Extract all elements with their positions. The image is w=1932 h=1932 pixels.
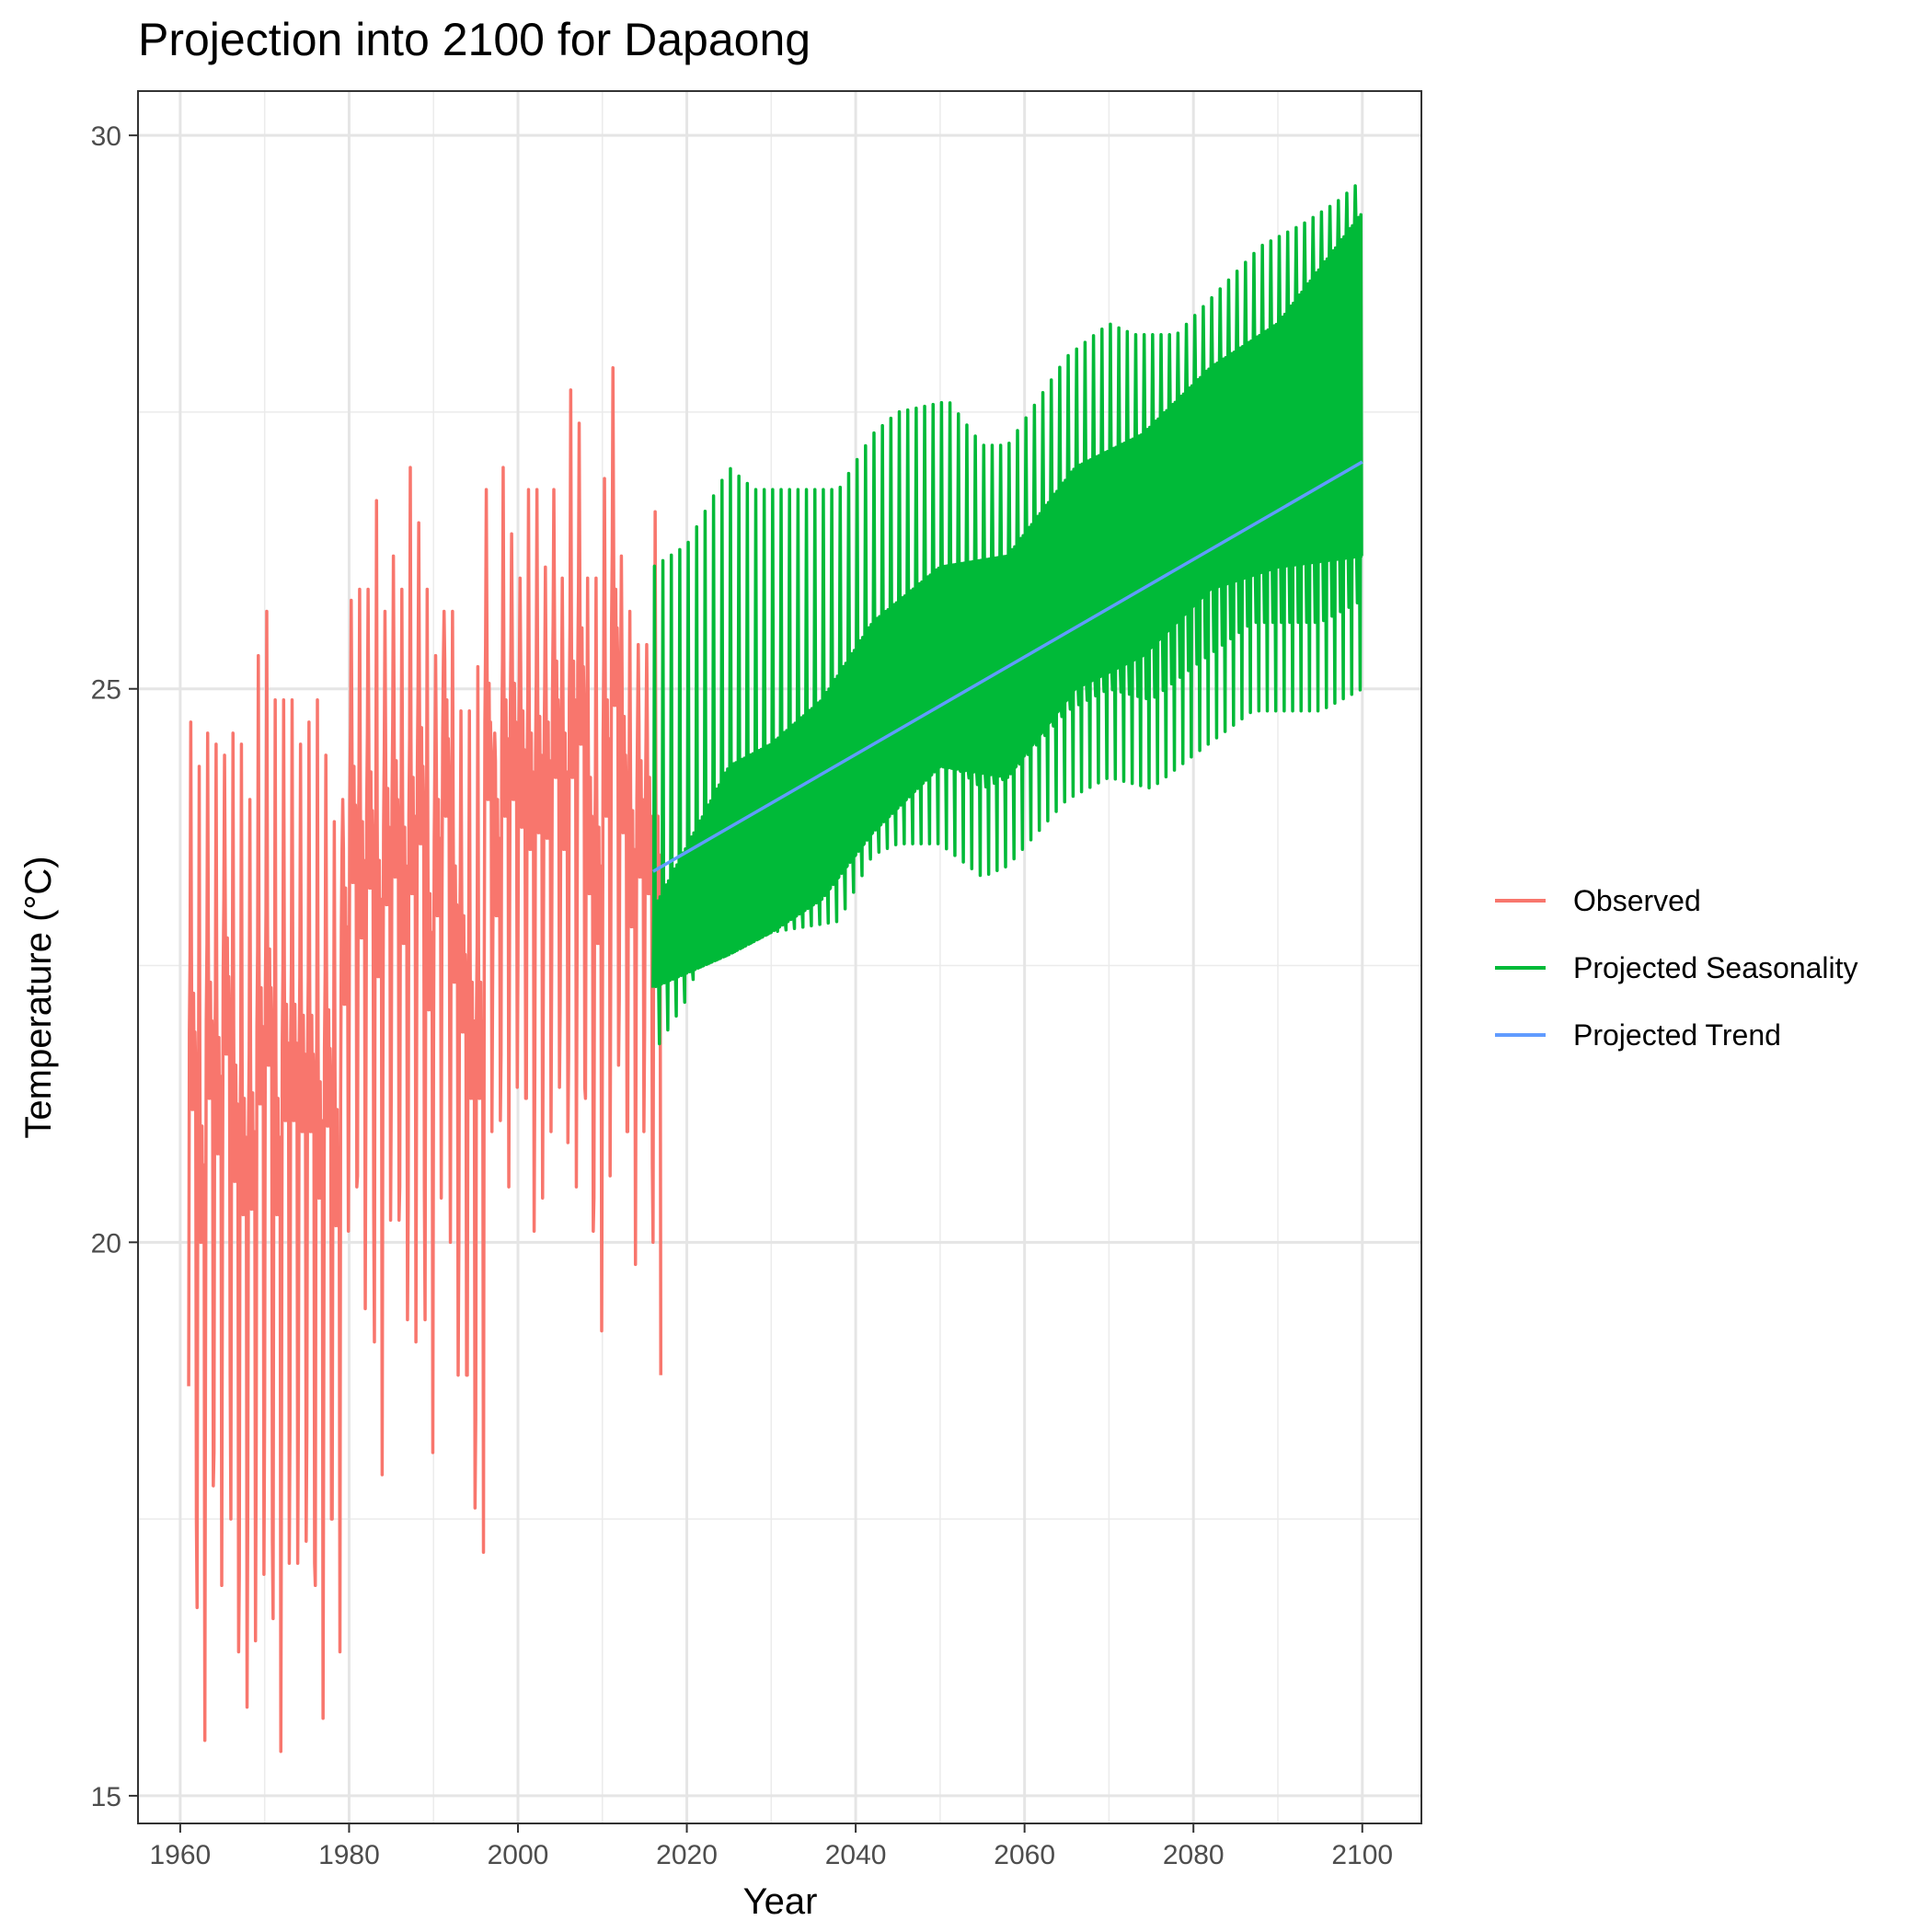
x-axis-title: Year <box>743 1881 818 1922</box>
y-tick-label: 15 <box>91 1782 121 1812</box>
legend: Observed Projected Seasonality Projected T… <box>1495 884 1858 1052</box>
y-tick-label: 20 <box>91 1228 121 1259</box>
chart-title: Projection into 2100 for Dapaong <box>138 14 811 65</box>
projected-seasonality-line <box>651 184 1363 1046</box>
panel-border <box>137 90 1422 1824</box>
plot-panel <box>137 90 1422 1824</box>
legend-label: Projected Seasonality <box>1573 951 1858 984</box>
y-tick-label: 30 <box>91 121 121 152</box>
projected-trend-line <box>651 460 1363 873</box>
x-tick-label: 2020 <box>656 1840 718 1870</box>
x-tick-label: 2060 <box>994 1840 1055 1870</box>
x-tick-label: 1980 <box>318 1840 380 1870</box>
x-tick-label: 2000 <box>488 1840 549 1870</box>
legend-label: Observed <box>1573 884 1701 917</box>
y-axis-title: Temperature (°C) <box>18 856 59 1138</box>
x-tick-label: 2080 <box>1163 1840 1225 1870</box>
x-tick-label: 2100 <box>1331 1840 1393 1870</box>
legend-label: Projected Trend <box>1573 1018 1781 1052</box>
x-tick-label: 2040 <box>825 1840 887 1870</box>
y-tick-label: 25 <box>91 675 121 706</box>
observed-line <box>187 366 662 1754</box>
x-tick-label: 1960 <box>150 1840 212 1870</box>
